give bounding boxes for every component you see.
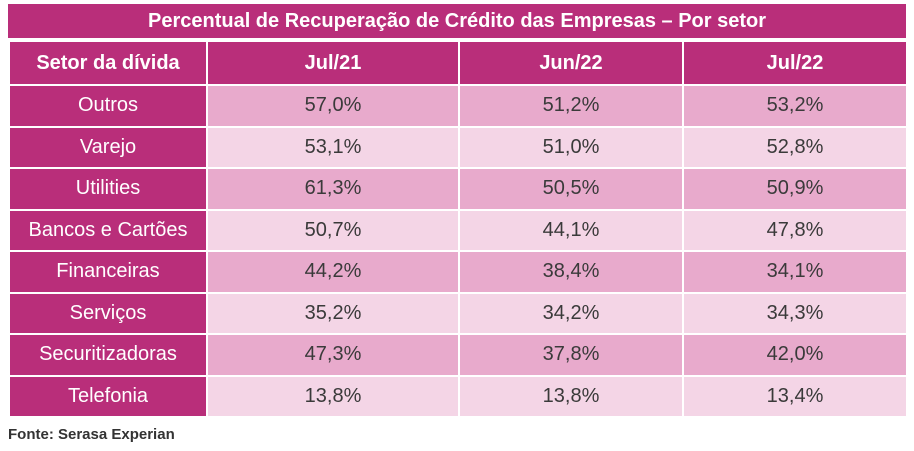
table-cell: 51,2% [458,84,684,128]
table-row: Varejo 53,1% 51,0% 52,8% [8,125,908,169]
table-cell: 61,3% [206,167,460,211]
row-label-securitizadoras: Securitizadoras [8,333,208,377]
table-cell: 13,8% [458,374,684,418]
table-row: Utilities 61,3% 50,5% 50,9% [8,167,908,211]
table-title: Percentual de Recuperação de Crédito das… [8,4,906,40]
table-cell: 44,2% [206,250,460,294]
table-cell: 52,8% [682,125,908,169]
table-cell: 34,2% [458,291,684,335]
row-label-outros: Outros [8,84,208,128]
column-header-jul21: Jul/21 [206,40,460,86]
row-label-financeiras: Financeiras [8,250,208,294]
table-cell: 50,5% [458,167,684,211]
column-header-jun22: Jun/22 [458,40,684,86]
table-cell: 50,7% [206,208,460,252]
column-header-sector: Setor da dívida [8,40,208,86]
table-cell: 44,1% [458,208,684,252]
table-cell: 13,4% [682,374,908,418]
row-label-utilities: Utilities [8,167,208,211]
table-cell: 47,3% [206,333,460,377]
table-row: Bancos e Cartões 50,7% 44,1% 47,8% [8,208,908,252]
table-cell: 37,8% [458,333,684,377]
table-row: Serviços 35,2% 34,2% 34,3% [8,291,908,335]
table-cell: 50,9% [682,167,908,211]
source-note: Fonte: Serasa Experian [8,426,175,443]
table-cell: 34,3% [682,291,908,335]
column-header-jul22: Jul/22 [682,40,908,86]
row-label-servicos: Serviços [8,291,208,335]
row-label-varejo: Varejo [8,125,208,169]
table-cell: 35,2% [206,291,460,335]
table-row: Securitizadoras 47,3% 37,8% 42,0% [8,333,908,377]
table-row: Telefonia 13,8% 13,8% 13,4% [8,374,908,418]
table-row: Outros 57,0% 51,2% 53,2% [8,84,908,128]
header-row: Setor da dívida Jul/21 Jun/22 Jul/22 [8,40,908,86]
table-row: Financeiras 44,2% 38,4% 34,1% [8,250,908,294]
table-cell: 38,4% [458,250,684,294]
row-label-bancos-e-cartoes: Bancos e Cartões [8,208,208,252]
table-cell: 53,2% [682,84,908,128]
table-cell: 51,0% [458,125,684,169]
recovery-table: Setor da dívida Jul/21 Jun/22 Jul/22 Out… [8,40,908,418]
table-body: Outros 57,0% 51,2% 53,2% Varejo 53,1% 51,0% 52,… [8,84,908,418]
table-cell: 42,0% [682,333,908,377]
table-cell: 13,8% [206,374,460,418]
table-cell: 53,1% [206,125,460,169]
table-cell: 34,1% [682,250,908,294]
table-frame: Percentual de Recuperação de Crédito das… [8,4,908,418]
table-cell: 47,8% [682,208,908,252]
row-label-telefonia: Telefonia [8,374,208,418]
table-cell: 57,0% [206,84,460,128]
